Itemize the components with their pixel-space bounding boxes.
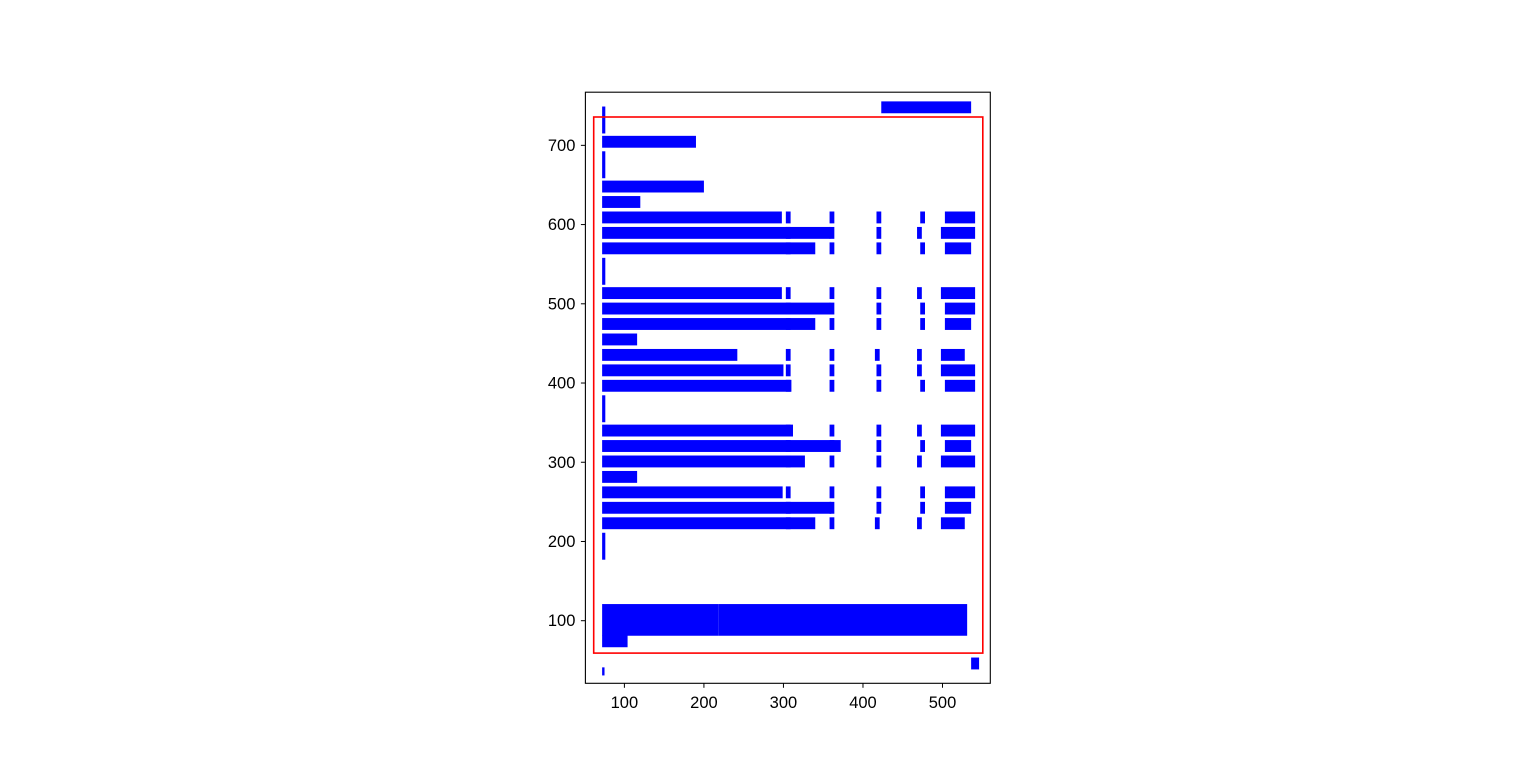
svg-text:100: 100 — [611, 694, 639, 712]
svg-text:400: 400 — [849, 694, 877, 712]
svg-text:700: 700 — [548, 137, 576, 155]
svg-text:600: 600 — [548, 216, 576, 234]
svg-text:300: 300 — [548, 454, 576, 472]
svg-text:200: 200 — [690, 694, 718, 712]
svg-text:500: 500 — [548, 295, 576, 313]
svg-text:300: 300 — [770, 694, 798, 712]
svg-text:100: 100 — [548, 612, 576, 630]
svg-text:500: 500 — [929, 694, 957, 712]
svg-text:200: 200 — [548, 533, 576, 551]
svg-text:400: 400 — [548, 375, 576, 393]
